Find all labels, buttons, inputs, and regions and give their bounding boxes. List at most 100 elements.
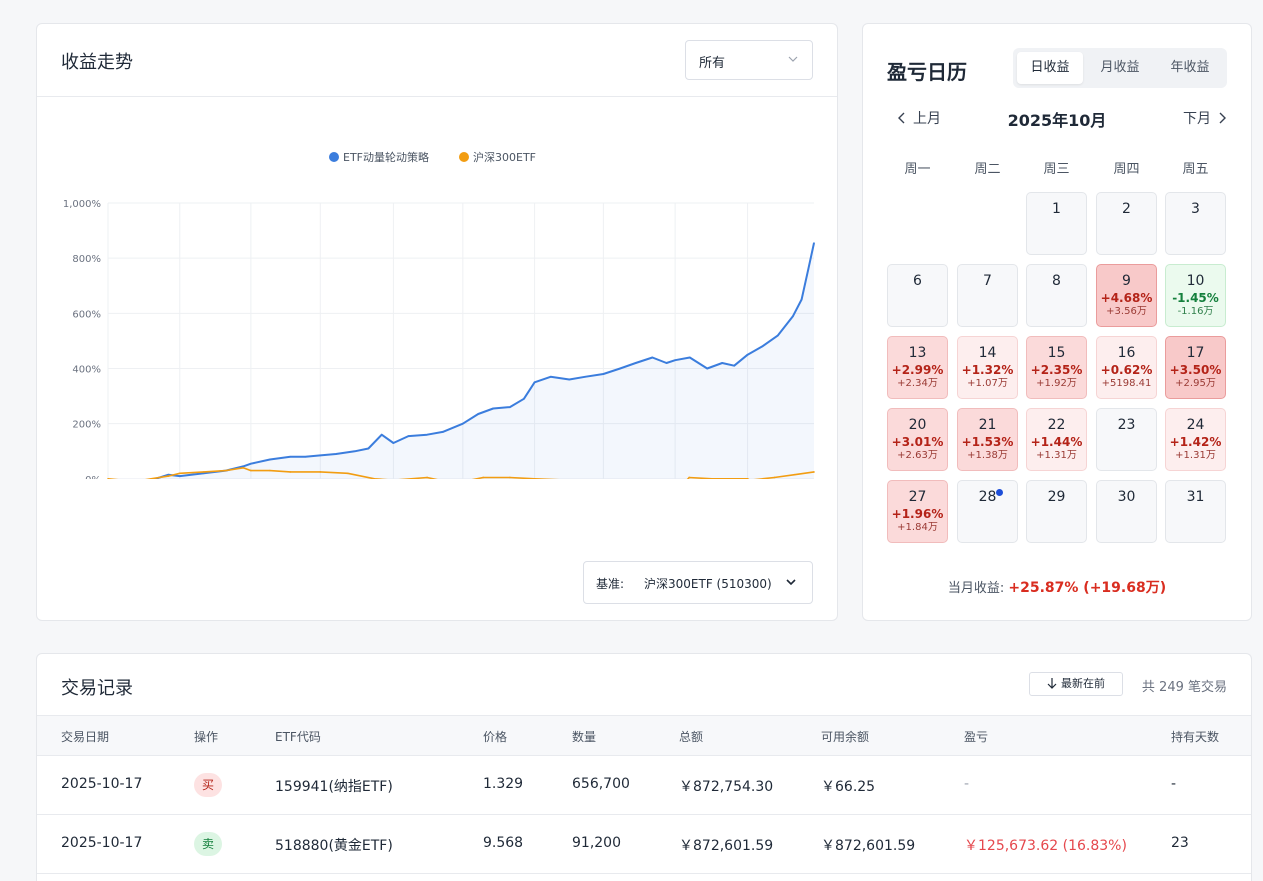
tab-monthly[interactable]: 月收益 — [1100, 60, 1140, 75]
data-point — [319, 471, 322, 473]
data-point — [167, 473, 170, 476]
col-action: 操作 — [194, 730, 219, 744]
calendar-day[interactable]: 10 -1.45% -1.16万 — [1165, 264, 1226, 327]
weekday-label: 周一 — [904, 162, 931, 177]
table-row[interactable]: 2025-10-17 卖 518880(黄金ETF) 9.568 91,200 … — [37, 815, 1251, 874]
calendar-day[interactable]: 28 — [957, 480, 1018, 543]
chevron-right-icon — [1219, 112, 1226, 124]
calendar-day[interactable]: 2 — [1096, 192, 1157, 255]
calendar-day[interactable]: 7 — [957, 264, 1018, 327]
calendar-day[interactable]: 16 +0.62% +5198.41 — [1096, 336, 1157, 399]
data-point — [777, 334, 779, 337]
calendar-day[interactable]: 13 +2.99% +2.34万 — [887, 336, 948, 399]
calendar-day[interactable]: 17 +3.50% +2.95万 — [1165, 336, 1226, 399]
tab-daily[interactable]: 日收益 — [1017, 52, 1083, 84]
calendar-day[interactable]: 23 — [1096, 408, 1157, 471]
calendar-day[interactable]: 22 +1.44% +1.31万 — [1026, 408, 1087, 471]
calendar-day[interactable]: 27 +1.96% +1.84万 — [887, 480, 948, 543]
data-point — [746, 478, 749, 479]
chevron-down-icon — [788, 56, 798, 62]
trades-card: 交易记录 最新在前 共 249 笔交易 交易日期 操作 ETF代码 价格 数量 … — [36, 653, 1252, 881]
period-tabs: 日收益 月收益 年收益 — [1013, 48, 1227, 88]
data-point — [269, 458, 271, 461]
data-point — [407, 435, 410, 437]
month-label: 2025年10月 — [1007, 111, 1107, 130]
legend-label[interactable]: 沪深300ETF — [473, 150, 536, 164]
trade-qty: 656,700 — [572, 776, 630, 792]
day-return-pct: +4.68% — [1100, 291, 1153, 305]
trade-price: 9.568 — [483, 835, 524, 851]
data-point — [793, 473, 796, 476]
day-number: 6 — [913, 273, 922, 289]
day-return-amount: -1.16万 — [1177, 306, 1214, 317]
trade-pnl: ￥125,673.62 (16.83%) — [964, 838, 1127, 854]
table-row[interactable]: 2025-10-17 买 159941(纳指ETF) 1.329 656,700… — [37, 756, 1251, 815]
data-point — [773, 476, 776, 479]
data-point — [689, 356, 691, 359]
data-point — [373, 478, 376, 479]
day-number: 2 — [1122, 201, 1131, 217]
legend-marker[interactable] — [459, 152, 469, 162]
day-number: 23 — [1117, 417, 1136, 433]
calendar-day[interactable]: 3 — [1165, 192, 1226, 255]
day-number: 7 — [983, 273, 992, 289]
calendar-day[interactable]: 24 +1.42% +1.31万 — [1165, 408, 1226, 471]
legend-label[interactable]: ETF动量轮动策略 — [343, 150, 429, 164]
day-number: 1 — [1052, 201, 1061, 217]
arrow-down-icon — [1047, 678, 1057, 689]
data-point — [665, 362, 668, 364]
range-select[interactable]: 所有 — [685, 40, 813, 80]
calendar-day[interactable]: 9 +4.68% +3.56万 — [1096, 264, 1157, 327]
series-line — [151, 242, 815, 479]
benchmark-select[interactable]: 基准: 沪深300ETF (510300) — [583, 561, 813, 604]
y-tick-label: 800% — [72, 254, 101, 265]
next-month-button[interactable]: 下月 — [1183, 108, 1227, 128]
data-point — [319, 454, 322, 457]
day-return-pct: +3.01% — [891, 435, 944, 449]
col-price: 价格 — [483, 730, 508, 744]
calendar-day[interactable]: 21 +1.53% +1.38万 — [957, 408, 1018, 471]
data-point — [150, 478, 152, 479]
tab-yearly[interactable]: 年收益 — [1170, 60, 1210, 75]
trade-qty: 91,200 — [572, 835, 621, 851]
data-point — [392, 442, 395, 444]
month-summary-value: +25.87% (+19.68万) — [1008, 580, 1167, 596]
calendar-day[interactable]: 1 — [1026, 192, 1087, 255]
trade-days: - — [1171, 776, 1177, 792]
legend-marker[interactable] — [329, 152, 339, 162]
data-point — [242, 467, 244, 469]
calendar-day[interactable]: 14 +1.32% +1.07万 — [957, 336, 1018, 399]
data-point — [568, 378, 571, 381]
data-point — [380, 433, 383, 436]
trade-balance: ￥66.25 — [821, 779, 876, 795]
col-total: 总额 — [679, 730, 704, 744]
calendar-day[interactable]: 30 — [1096, 480, 1157, 543]
data-point — [269, 469, 271, 472]
buy-badge: 买 — [194, 773, 222, 797]
day-number: 29 — [1047, 489, 1066, 505]
trade-code: 159941(纳指ETF) — [275, 779, 393, 795]
prev-month-button[interactable]: 上月 — [897, 108, 941, 128]
day-return-amount: +1.84万 — [897, 522, 938, 533]
data-point — [688, 476, 690, 479]
chevron-left-icon — [898, 112, 905, 124]
data-point — [509, 406, 511, 408]
data-point — [651, 356, 654, 359]
day-number: 24 — [1186, 417, 1205, 433]
calendar-day[interactable]: 29 — [1026, 480, 1087, 543]
day-return-amount: +2.95万 — [1175, 378, 1216, 389]
data-point — [813, 242, 815, 244]
trade-total: ￥872,601.59 — [679, 838, 774, 854]
data-point — [634, 362, 637, 364]
calendar-day[interactable]: 20 +3.01% +2.63万 — [887, 408, 948, 471]
calendar-day[interactable]: 31 — [1165, 480, 1226, 543]
y-tick-label: 600% — [72, 309, 101, 320]
calendar-day[interactable]: 8 — [1026, 264, 1087, 327]
calendar-day[interactable]: 6 — [887, 264, 948, 327]
prev-month-label: 上月 — [913, 111, 941, 127]
calendar-day[interactable]: 15 +2.35% +1.92万 — [1026, 336, 1087, 399]
data-point — [346, 472, 349, 475]
data-point — [250, 462, 252, 465]
data-point — [426, 476, 428, 479]
sort-button[interactable]: 最新在前 — [1029, 672, 1123, 696]
